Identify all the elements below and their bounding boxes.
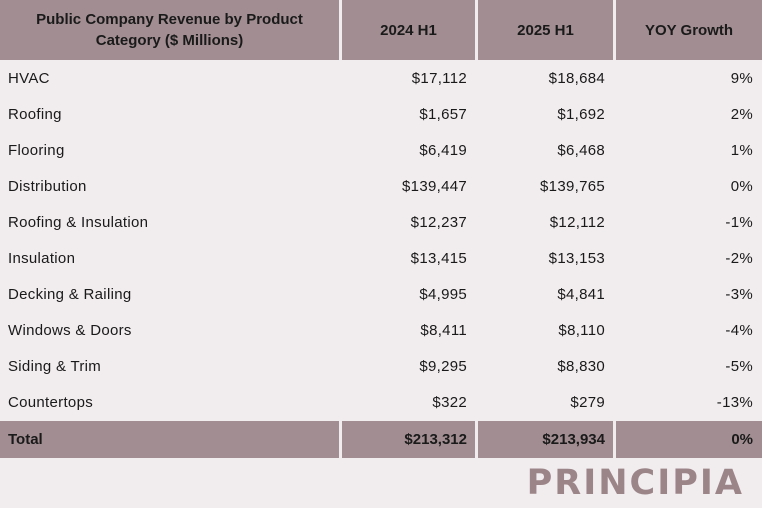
value-2025-cell: $13,153 <box>548 249 605 267</box>
value-2025-cell: $6,468 <box>557 141 605 159</box>
value-2024-cell: $4,995 <box>419 285 467 303</box>
growth-cell: -2% <box>725 249 753 267</box>
table-row: Roofing $1,657 $1,692 2% <box>0 96 762 132</box>
value-2024-cell: $8,411 <box>420 321 467 339</box>
category-cell: Countertops <box>8 393 94 411</box>
value-2025-cell: $8,110 <box>558 321 605 339</box>
value-2024-cell: $9,295 <box>419 357 467 375</box>
value-2025-cell: $8,830 <box>557 357 605 375</box>
value-2024-cell: $12,237 <box>410 213 467 231</box>
table-row: Countertops $322 $279 -13% <box>0 384 762 420</box>
value-2025-cell: $1,692 <box>557 105 605 123</box>
category-cell: Insulation <box>8 249 76 267</box>
category-cell: Roofing & Insulation <box>8 213 149 231</box>
growth-cell: 2% <box>730 105 753 123</box>
value-2024-cell: $139,447 <box>402 177 467 195</box>
table-row: Roofing & Insulation $12,237 $12,112 -1% <box>0 204 762 240</box>
category-cell: Siding & Trim <box>8 357 102 375</box>
header-2024-h1: 2024 H1 <box>339 0 475 60</box>
value-2024-cell: $322 <box>432 393 467 411</box>
value-2025-cell: $18,684 <box>548 69 605 87</box>
growth-cell: 9% <box>730 69 753 87</box>
value-2025-cell: $4,841 <box>557 285 605 303</box>
value-2024-cell: $13,415 <box>410 249 467 267</box>
category-cell: Decking & Railing <box>8 285 132 303</box>
growth-cell: -13% <box>716 393 753 411</box>
growth-cell: -1% <box>725 213 753 231</box>
total-label: Total <box>0 421 339 458</box>
category-cell: Windows & Doors <box>8 321 132 339</box>
category-cell: HVAC <box>8 69 50 87</box>
value-2025-cell: $279 <box>570 393 605 411</box>
revenue-table: Public Company Revenue by Product Catego… <box>0 0 762 458</box>
growth-cell: 0% <box>730 177 753 195</box>
table-row: Decking & Railing $4,995 $4,841 -3% <box>0 276 762 312</box>
table-row: Windows & Doors $8,411 $8,110 -4% <box>0 312 762 348</box>
growth-cell: -3% <box>725 285 753 303</box>
table-header-row: Public Company Revenue by Product Catego… <box>0 0 762 60</box>
table-row: Distribution $139,447 $139,765 0% <box>0 168 762 204</box>
principia-logo: PRINCIPIA <box>526 463 744 503</box>
table-row: Flooring $6,419 $6,468 1% <box>0 132 762 168</box>
category-cell: Roofing <box>8 105 62 123</box>
header-yoy-growth: YOY Growth <box>613 0 762 60</box>
table-total-row: Total $213,312 $213,934 0% <box>0 421 762 458</box>
category-cell: Distribution <box>8 177 87 195</box>
total-2025-h1: $213,934 <box>475 421 613 458</box>
value-2024-cell: $1,657 <box>419 105 467 123</box>
growth-cell: 1% <box>730 141 753 159</box>
header-category: Public Company Revenue by Product Catego… <box>0 0 339 60</box>
total-yoy-growth: 0% <box>613 421 762 458</box>
header-2025-h1: 2025 H1 <box>475 0 613 60</box>
value-2025-cell: $12,112 <box>549 213 605 231</box>
table-row: HVAC $17,112 $18,684 9% <box>0 60 762 96</box>
table-row: Siding & Trim $9,295 $8,830 -5% <box>0 348 762 384</box>
total-2024-h1: $213,312 <box>339 421 475 458</box>
growth-cell: -5% <box>725 357 753 375</box>
category-cell: Flooring <box>8 141 65 159</box>
table-row: Insulation $13,415 $13,153 -2% <box>0 240 762 276</box>
value-2024-cell: $17,112 <box>411 69 467 87</box>
value-2024-cell: $6,419 <box>419 141 467 159</box>
value-2025-cell: $139,765 <box>540 177 605 195</box>
growth-cell: -4% <box>725 321 753 339</box>
